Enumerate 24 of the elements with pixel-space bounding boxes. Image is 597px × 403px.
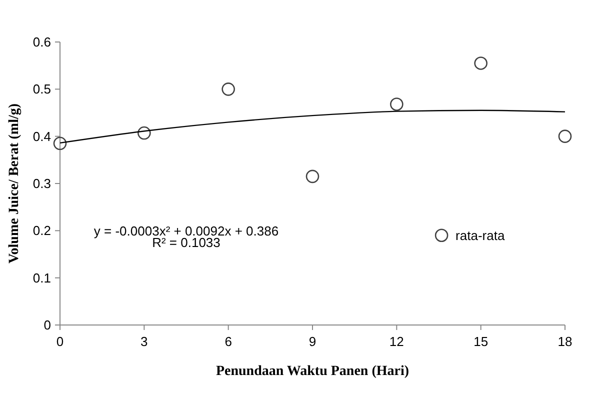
point (306, 170, 320, 184)
point (474, 56, 488, 70)
y-tick-label: 0 (44, 318, 51, 333)
x-tick-label: 9 (308, 334, 316, 349)
point (138, 126, 151, 140)
y-tick-label: 0.5 (32, 82, 51, 97)
legend-label: rata-rata (456, 228, 506, 243)
x-tick-label: 18 (558, 334, 572, 349)
y-tick-label: 0.1 (32, 270, 51, 286)
x-tick-label: 15 (474, 334, 488, 349)
x-tick-label: 0 (56, 334, 64, 349)
point (558, 130, 572, 143)
y-tick-label: 0.6 (32, 34, 51, 50)
point (390, 98, 404, 111)
y-tick-label: 0.2 (32, 223, 51, 238)
y-axis-title: Volume Juice/ Berat (ml/g) (7, 103, 22, 264)
y-tick-label: 0.4 (32, 128, 51, 144)
x-tick-label: 6 (224, 334, 232, 349)
point (53, 136, 67, 150)
y-tick-label: 0.3 (32, 176, 51, 192)
x-axis-title: Penundaan Waktu Panen (Hari) (216, 364, 410, 379)
x-tick-label: 3 (140, 334, 148, 349)
point (222, 82, 235, 96)
x-tick-label: 12 (389, 334, 404, 349)
